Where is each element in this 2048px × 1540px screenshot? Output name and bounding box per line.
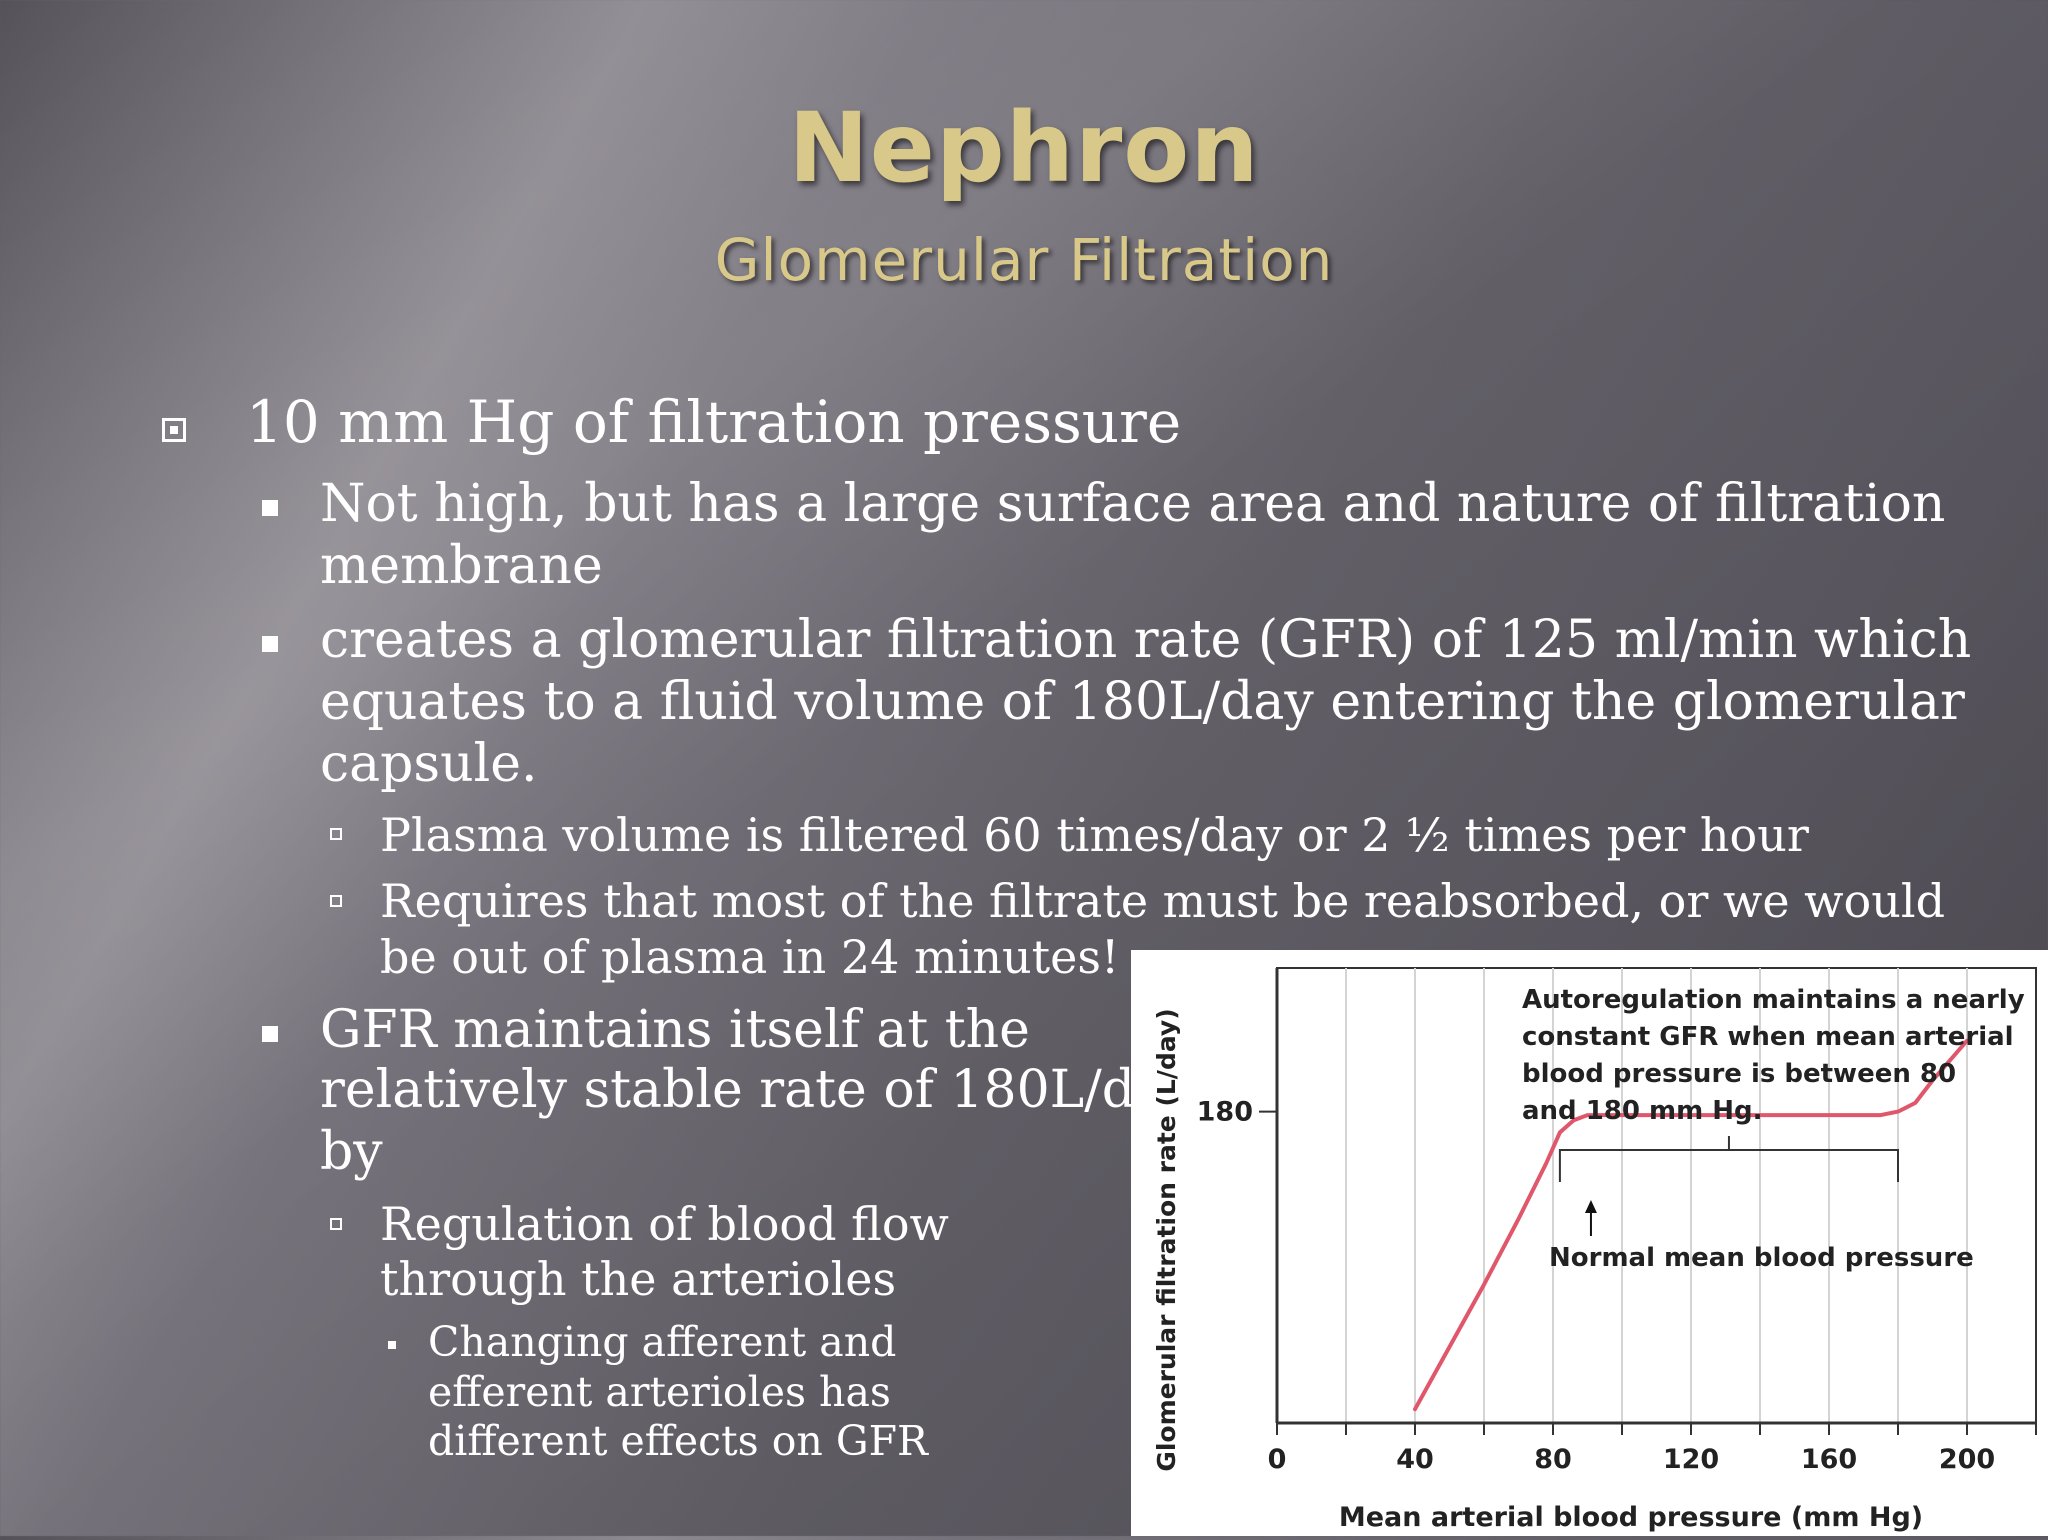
autoregulation-note: Autoregulation maintains a nearly [1522, 985, 2025, 1015]
normal-pressure-label: Normal mean blood pressure [1549, 1243, 1974, 1273]
y-ticks: 180 [1197, 1097, 1277, 1128]
x-tick-label: 160 [1801, 1444, 1857, 1475]
bullet-text: equates to a fluid volume of 180L/day en… [320, 672, 1965, 732]
bullet-square-icon [330, 828, 342, 840]
x-tick-label: 120 [1663, 1444, 1719, 1475]
chart-series [1413, 1038, 1969, 1412]
bullet-text: different effects on GFR [428, 1417, 928, 1465]
bullet-text: Requires that most of the filtrate must … [380, 874, 1946, 928]
slide-subtitle: Glomerular Filtration [714, 226, 1334, 294]
bullet-text: through the arterioles [380, 1252, 897, 1306]
gfr-curve [1413, 1038, 1969, 1412]
bullet-text: capsule. [320, 734, 538, 794]
gfr-chart: 0 40 80 120 160 200 180 Autoregulation mainta… [1152, 967, 2037, 1533]
bullet-text: Regulation of blood flow [380, 1197, 949, 1251]
bullet-text: by [320, 1122, 383, 1182]
autoregulation-note: constant GFR when mean arterial [1522, 1022, 2014, 1052]
bullet-text: membrane [320, 536, 603, 596]
range-bracket [1558, 1149, 1899, 1182]
bullet-square-icon [262, 500, 278, 516]
bullet-text: 10 mm Hg of filtration pressure [246, 388, 1182, 456]
bullet-text: efferent arterioles has [428, 1368, 891, 1416]
x-tick-label: 0 [1268, 1444, 1287, 1475]
x-axis-label: Mean arterial blood pressure (mm Hg) [1339, 1502, 1923, 1533]
autoregulation-note: and 180 mm Hg. [1522, 1096, 1763, 1126]
bullet-text: relatively stable rate of 180L/day [320, 1060, 1196, 1120]
bullet-text: Changing afferent and [428, 1318, 897, 1366]
bullet-text: be out of plasma in 24 minutes! [380, 930, 1120, 984]
bullet-square-icon [388, 1341, 396, 1349]
bullet-square-icon [162, 418, 186, 442]
slide-title: Nephron [788, 92, 1260, 204]
x-ticks: 0 40 80 120 160 200 [1268, 1423, 2037, 1475]
gfr-chart-panel: 0 40 80 120 160 200 180 Autoregulation mainta… [1131, 950, 2048, 1536]
chart-annotations: Autoregulation maintains a nearly constan… [1522, 985, 2025, 1273]
x-tick-label: 80 [1534, 1444, 1572, 1475]
bullet-text: Not high, but has a large surface area a… [320, 474, 1946, 534]
bullet-square-icon [262, 636, 278, 652]
x-tick-label: 200 [1939, 1444, 1995, 1475]
bullet-text: creates a glomerular filtration rate (GF… [320, 610, 1972, 670]
bullet-text: GFR maintains itself at the [320, 1000, 1030, 1060]
bullet-square-icon [330, 1218, 342, 1230]
bullet-square-icon [330, 895, 342, 907]
bullet-square-icon [262, 1026, 278, 1042]
autoregulation-note: blood pressure is between 80 [1522, 1059, 1956, 1089]
arrow-head-icon [1584, 1200, 1597, 1213]
bullet-text: Plasma volume is filtered 60 times/day o… [380, 808, 1809, 862]
y-axis-label: Glomerular filtration rate (L/day) [1152, 1008, 1181, 1471]
x-tick-label: 40 [1396, 1444, 1434, 1475]
y-tick-label: 180 [1197, 1097, 1253, 1128]
